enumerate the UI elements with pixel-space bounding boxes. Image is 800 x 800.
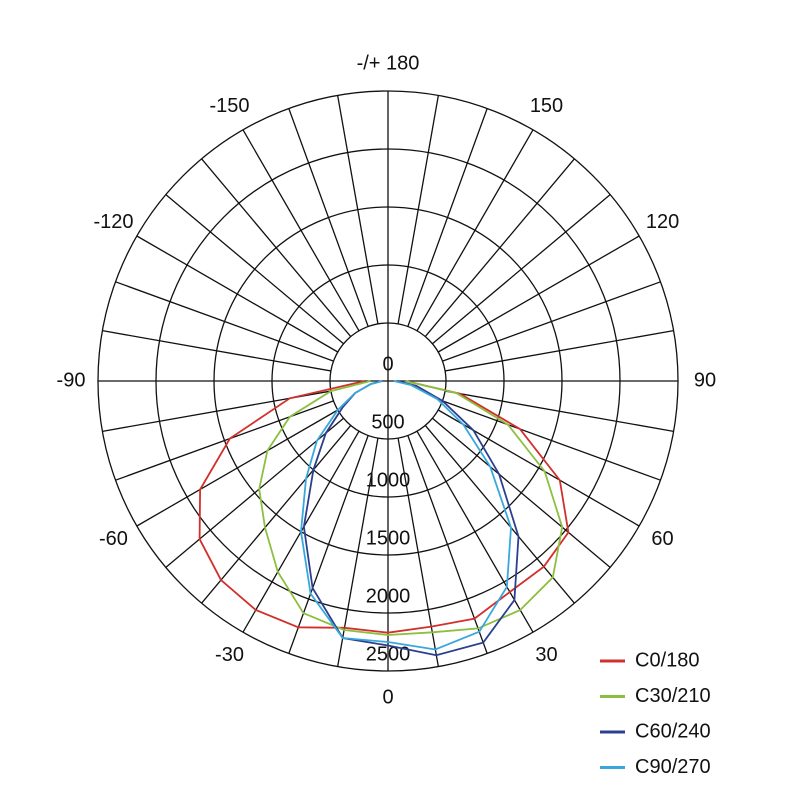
radial-label: 500	[371, 411, 404, 433]
grid-spoke-minor	[397, 438, 439, 667]
grid-spoke	[437, 409, 640, 527]
grid-spoke	[416, 129, 534, 332]
grid-spoke	[437, 235, 640, 353]
grid-spoke	[416, 430, 534, 633]
radial-label: 2500	[366, 643, 411, 665]
intensity-curve	[300, 380, 512, 651]
grid-spoke-minor	[337, 95, 379, 324]
grid-spoke-minor	[445, 330, 674, 372]
radial-label: 2000	[366, 585, 411, 607]
grid-spoke-minor	[102, 330, 331, 372]
grid-spoke-minor	[407, 108, 488, 327]
angle-label: 0	[382, 686, 393, 708]
intensity-curve	[302, 380, 520, 657]
legend-label: C60/240	[635, 720, 711, 742]
grid-spoke-minor	[165, 417, 344, 568]
grid-spoke-minor	[201, 425, 352, 604]
grid-spoke	[136, 235, 339, 353]
radial-label: 1000	[366, 469, 411, 491]
grid-spoke-minor	[445, 390, 674, 432]
angle-label: -120	[93, 211, 133, 233]
grid-spoke-minor	[407, 435, 488, 654]
grid-spoke-minor	[432, 417, 611, 568]
angle-label: 120	[646, 211, 679, 233]
grid-spoke-minor	[442, 281, 661, 362]
angle-label: -30	[215, 644, 244, 666]
angle-label: -90	[57, 369, 86, 391]
grid-spoke-minor	[165, 194, 344, 345]
legend-label: C90/270	[635, 756, 711, 778]
angle-label: -60	[99, 528, 128, 550]
intensity-curve	[198, 380, 570, 634]
angle-label: 30	[535, 644, 557, 666]
angle-label: 90	[694, 369, 716, 391]
grid-spoke-minor	[288, 435, 369, 654]
legend-label: C30/210	[635, 685, 711, 707]
radial-label: 0	[382, 353, 393, 375]
radial-label: 1500	[366, 527, 411, 549]
intensity-curve	[258, 380, 564, 636]
grid-spoke-minor	[288, 108, 369, 327]
angle-label: 150	[530, 95, 563, 117]
grid-spoke-minor	[115, 281, 334, 362]
grid-spoke-minor	[115, 400, 334, 481]
angle-label: -150	[209, 95, 249, 117]
grid-spoke-minor	[432, 194, 611, 345]
legend-label: C0/180	[635, 649, 700, 671]
grid-spoke	[136, 409, 339, 527]
grid-spoke-minor	[397, 95, 439, 324]
angle-label: 60	[651, 528, 673, 550]
grid-spoke-minor	[424, 158, 575, 337]
grid-spoke-minor	[442, 400, 661, 481]
grid-spoke-minor	[424, 425, 575, 604]
grid-spoke-minor	[201, 158, 352, 337]
grid-spoke	[242, 129, 360, 332]
angle-label: -/+ 180	[357, 52, 420, 74]
